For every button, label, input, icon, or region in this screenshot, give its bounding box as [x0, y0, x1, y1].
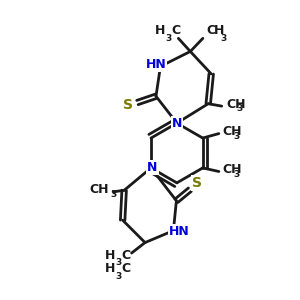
Text: 3: 3	[233, 170, 239, 179]
Text: CH: CH	[223, 125, 242, 138]
Text: N: N	[147, 161, 158, 174]
Text: C: C	[207, 24, 216, 38]
Text: H: H	[105, 249, 115, 262]
Text: HN: HN	[146, 58, 166, 71]
Text: S: S	[192, 176, 202, 190]
Text: CH: CH	[90, 183, 109, 196]
Text: S: S	[123, 98, 133, 112]
Text: 3: 3	[110, 190, 116, 199]
Text: H: H	[214, 24, 224, 38]
Text: 3: 3	[233, 132, 239, 141]
Text: C: C	[121, 249, 130, 262]
Text: H: H	[155, 24, 166, 38]
Text: H: H	[105, 262, 115, 275]
Text: 3: 3	[115, 272, 122, 280]
Text: HN: HN	[169, 225, 190, 238]
Text: CH: CH	[223, 163, 242, 176]
Text: C: C	[121, 262, 130, 275]
Text: 3: 3	[237, 104, 243, 113]
Text: C: C	[172, 24, 181, 38]
Text: N: N	[172, 117, 182, 130]
Text: 3: 3	[166, 34, 172, 43]
Text: 3: 3	[221, 34, 227, 43]
Text: 3: 3	[115, 258, 122, 267]
Text: CH: CH	[226, 98, 246, 110]
